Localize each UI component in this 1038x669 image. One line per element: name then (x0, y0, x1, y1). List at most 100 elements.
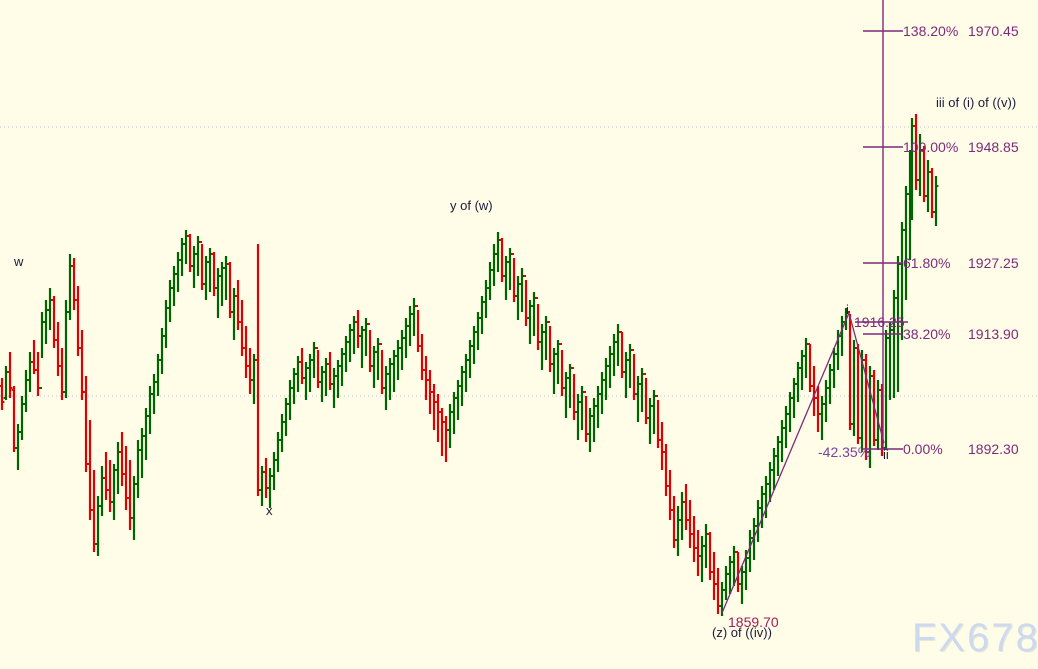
ohlc-bar (279, 414, 285, 452)
ohlc-bar (115, 442, 121, 494)
ohlc-bar (107, 460, 113, 512)
ohlc-bar (71, 258, 77, 310)
ohlc-bar (495, 232, 501, 272)
ohlc-bar (659, 422, 665, 470)
fib-price-1: 1948.85 (968, 139, 1019, 155)
ohlc-bar (611, 334, 617, 376)
ohlc-bar (271, 452, 277, 490)
ohlc-bar (883, 330, 889, 450)
ohlc-bar (199, 241, 205, 290)
ohlc-bar (159, 328, 165, 374)
trendline-corrective-ii[interactable] (848, 312, 885, 444)
ohlc-bar (27, 352, 33, 392)
ohlc-bar (367, 323, 373, 372)
ohlc-bar (131, 476, 137, 540)
ohlc-bar (419, 334, 425, 380)
ohlc-bar (403, 318, 409, 358)
wave-label-1: x (266, 503, 273, 518)
ohlc-bar (87, 420, 93, 520)
ohlc-bar (91, 470, 97, 552)
ohlc-bar (675, 506, 681, 556)
ohlc-bar (595, 386, 601, 428)
ohlc-bar (699, 536, 705, 582)
ohlc-bar (75, 286, 81, 356)
wave-label-5: ii (883, 447, 889, 462)
ohlc-bar (39, 312, 45, 389)
ohlc-bar (211, 252, 217, 296)
ohlc-bar (847, 311, 853, 430)
ohlc-bar (929, 168, 935, 218)
fib-percent-2: 61.80% (903, 255, 951, 271)
ohlc-bar (695, 530, 701, 576)
ohlc-bar (99, 466, 105, 516)
ohlc-bar (635, 376, 641, 422)
ohlc-bar (135, 440, 141, 498)
ohlc-bar (631, 349, 637, 400)
price-bars (0, 114, 939, 616)
ohlc-bar (431, 384, 437, 430)
ohlc-bar (679, 492, 685, 540)
ohlc-bar (443, 416, 449, 462)
ohlc-bar (587, 408, 593, 452)
ohlc-bar (111, 464, 117, 520)
ohlc-bar (851, 340, 857, 436)
ohlc-bar (755, 500, 761, 542)
ohlc-bar (933, 176, 939, 226)
ohlc-bar (711, 552, 717, 600)
ohlc-bar (243, 326, 249, 378)
fib-percent-4: 0.00% (903, 441, 943, 457)
ohlc-bar (395, 340, 401, 380)
ohlc-bar (855, 344, 861, 444)
ohlc-bar (31, 340, 37, 374)
wave-label-0: w (14, 254, 24, 269)
ohlc-bar (7, 352, 13, 398)
ohlc-bar (511, 253, 517, 302)
ohlc-bar (603, 358, 609, 400)
ohlc-bar (127, 460, 133, 530)
ohlc-bar (247, 348, 253, 394)
ohlc-bar (591, 398, 597, 442)
ohlc-bar (331, 368, 337, 408)
ohlc-bar (723, 566, 729, 600)
price-annotation-0: 1859.70 (728, 614, 779, 630)
ohlc-bar (567, 364, 573, 408)
ohlc-bar (719, 582, 725, 616)
ohlc-bar (171, 266, 177, 306)
ohlc-bar (783, 406, 789, 448)
ohlc-bar (55, 322, 61, 376)
ohlc-bar (191, 246, 197, 288)
ohlc-bar (487, 262, 493, 300)
fibonacci-retracement-tool[interactable] (855, 0, 908, 450)
ohlc-bar (691, 516, 697, 562)
ohlc-bar (819, 396, 825, 440)
ohlc-bar (555, 340, 561, 384)
fx678-watermark: FX678 (912, 616, 1038, 660)
ohlc-bar (263, 458, 269, 498)
ohlc-bar (359, 326, 365, 368)
fib-price-0: 1970.45 (968, 23, 1019, 39)
ohlc-bar (623, 352, 629, 398)
wave-label-6: iii of (i) of ((v)) (936, 95, 1017, 110)
ohlc-bar (823, 380, 829, 422)
ohlc-bar (267, 468, 273, 508)
wave-label-4: i (846, 302, 849, 317)
ohlc-bar (483, 280, 489, 318)
ohlc-bar (227, 262, 233, 318)
ohlc-bar (807, 343, 813, 392)
ohlc-bar (43, 300, 49, 344)
ohlc-bar (615, 324, 621, 366)
ohlc-bar (151, 374, 157, 414)
ohlc-bar (515, 276, 521, 320)
ohlc-bar (647, 398, 653, 444)
ohlc-bar (435, 394, 441, 442)
fib-price-2: 1927.25 (968, 255, 1019, 271)
fib-percent-1: 100.00% (903, 139, 959, 155)
ohlc-bar (903, 186, 909, 300)
fib-percent-0: 138.20% (903, 23, 959, 39)
ohlc-bar (23, 370, 29, 412)
ohlc-bar (643, 373, 649, 424)
ohlc-bar (0, 378, 5, 410)
elliott-wave-trendlines[interactable] (721, 312, 885, 614)
trendline-impulse-i[interactable] (721, 312, 850, 614)
